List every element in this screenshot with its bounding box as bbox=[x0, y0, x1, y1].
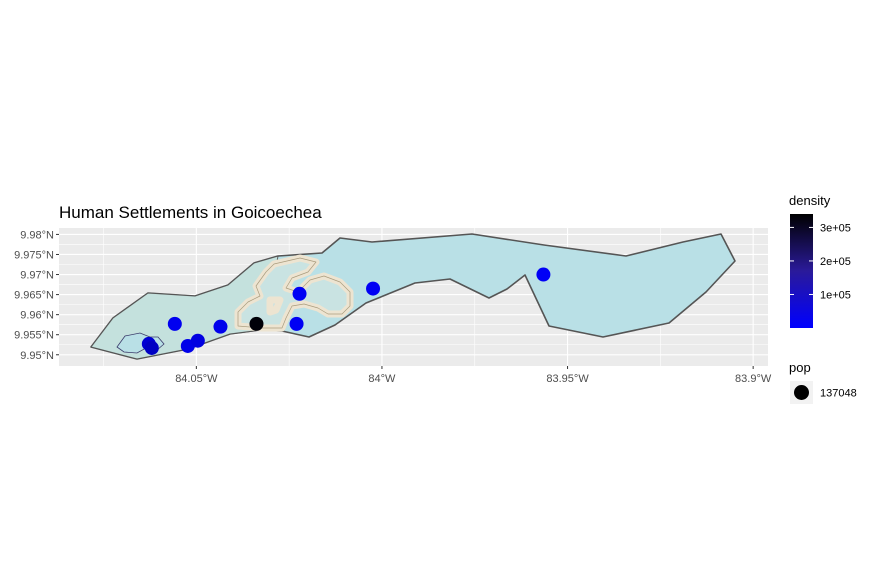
y-tick-label: 9.95°N bbox=[20, 350, 54, 362]
x-tick-label: 84°W bbox=[368, 373, 396, 385]
pop-legend-title: pop bbox=[789, 360, 811, 375]
pop-legend-label: 137048 bbox=[820, 388, 857, 400]
urban-outline-thin bbox=[237, 257, 351, 329]
density-colorbar bbox=[790, 214, 813, 328]
x-axis: 84.05°W 84°W 83.95°W 83.9°W bbox=[175, 366, 772, 385]
settlement-point bbox=[144, 340, 159, 355]
y-tick-label: 9.955°N bbox=[14, 330, 54, 342]
density-legend: density 1e+05 2e+05 3e+05 bbox=[789, 193, 851, 328]
density-break-label: 1e+05 bbox=[820, 289, 851, 301]
x-tick-label: 84.05°W bbox=[175, 373, 218, 385]
density-break-label: 2e+05 bbox=[820, 256, 851, 268]
x-tick-label: 83.9°W bbox=[735, 373, 772, 385]
y-axis: 9.95°N 9.955°N 9.96°N 9.965°N 9.97°N 9.975°N 9… bbox=[14, 229, 59, 362]
density-break-label: 3e+05 bbox=[820, 222, 851, 234]
settlement-point bbox=[167, 316, 182, 331]
y-tick-label: 9.965°N bbox=[14, 290, 54, 302]
y-tick-label: 9.98°N bbox=[20, 229, 54, 241]
pop-legend: pop 137048 bbox=[789, 360, 857, 404]
y-tick-label: 9.96°N bbox=[20, 310, 54, 322]
pop-legend-point bbox=[794, 385, 809, 400]
chart-title: Human Settlements in Goicoechea bbox=[59, 203, 322, 222]
settlement-points bbox=[141, 267, 551, 355]
settlement-point bbox=[366, 281, 381, 296]
settlement-point bbox=[213, 319, 228, 334]
y-tick-label: 9.975°N bbox=[14, 249, 54, 261]
settlement-point bbox=[292, 286, 307, 301]
settlement-point bbox=[190, 333, 205, 348]
settlement-point bbox=[249, 316, 264, 331]
y-tick-label: 9.97°N bbox=[20, 270, 54, 282]
settlement-point bbox=[289, 316, 304, 331]
density-breaks: 1e+05 2e+05 3e+05 bbox=[790, 222, 851, 301]
x-tick-label: 83.95°W bbox=[546, 373, 589, 385]
settlement-point bbox=[536, 267, 551, 282]
density-legend-title: density bbox=[789, 193, 831, 208]
